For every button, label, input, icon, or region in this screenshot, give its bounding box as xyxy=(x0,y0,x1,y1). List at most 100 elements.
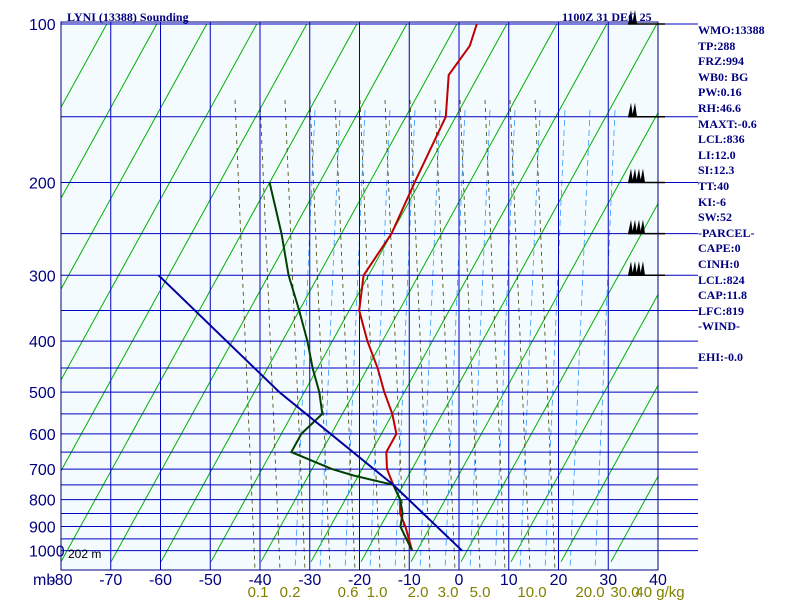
isotherm-line xyxy=(460,202,658,563)
temperature-tick-label: -10 xyxy=(398,572,421,589)
wind-barb xyxy=(628,219,665,235)
isotherm-line xyxy=(510,293,658,563)
moist-adiabat-line xyxy=(594,109,616,570)
moist-adiabat-line xyxy=(294,109,316,570)
temperature-tick-label: 20 xyxy=(550,572,568,589)
isotherm-line xyxy=(0,24,7,562)
parcel-curve xyxy=(157,274,463,552)
isotherm-line xyxy=(61,23,308,472)
isotherm-line xyxy=(560,384,658,563)
index-line: SI:12.3 xyxy=(698,163,735,178)
mixing-ratio-label: 5.0 xyxy=(470,584,491,600)
pressure-tick-label: 900 xyxy=(29,520,56,537)
moist-adiabat-line xyxy=(344,109,366,570)
pressure-tick-label: 700 xyxy=(29,462,56,479)
dry-adiabat-line xyxy=(409,99,431,570)
mixing-ratio-label: 1.0 xyxy=(367,584,388,600)
mixing-ratio-label: 0.6 xyxy=(338,584,359,600)
dewpoint-curve xyxy=(268,182,413,552)
moist-adiabat-line xyxy=(519,109,541,570)
moist-adiabat-line xyxy=(419,109,441,570)
moist-adiabat-line xyxy=(494,109,516,570)
isotherm-line xyxy=(61,23,258,382)
index-line: FRZ:994 xyxy=(698,54,744,69)
temperature-tick-label: -70 xyxy=(99,572,122,589)
dry-adiabat-line xyxy=(484,99,506,570)
pressure-tick-label: 500 xyxy=(29,385,56,402)
moist-adiabat-line xyxy=(544,109,566,570)
index-line: TP:288 xyxy=(698,38,736,53)
index-line: LI:12.0 xyxy=(698,147,736,162)
temperature-tick-label: -80 xyxy=(49,572,72,589)
wind-barb xyxy=(628,261,665,277)
wind-barb xyxy=(628,102,665,118)
plot-frame xyxy=(60,21,659,571)
dry-adiabat-line xyxy=(309,99,331,570)
vertical-grid-lines xyxy=(110,22,609,570)
pressure-tick-label: 200 xyxy=(29,176,56,193)
wind-barb xyxy=(628,10,665,25)
index-line: LCL:824 xyxy=(698,272,745,287)
mixing-ratio-label: 3.0 xyxy=(438,584,459,600)
index-line: CAP:11.8 xyxy=(698,288,747,303)
temperature-tick-label: 40 xyxy=(649,572,667,589)
isotherm-line xyxy=(0,24,57,562)
mixing-ratio-label: 40 g/kg xyxy=(635,584,684,600)
dry-adiabat-line xyxy=(284,99,306,570)
index-line: MAXT:-0.6 xyxy=(698,116,757,131)
temperature-tick-label: -40 xyxy=(248,572,271,589)
temperature-axis-labels: -80 -70 -60 -50 -40 -30 -20 -10 0 10 20 30 40 xyxy=(49,572,667,589)
sounding-curves xyxy=(157,23,478,552)
index-line: WMO:13388 xyxy=(698,23,765,37)
mixing-ratio-label: 0.2 xyxy=(280,584,301,600)
moist-adiabat-line xyxy=(469,109,491,570)
pressure-axis-labels: 100 200 300 400 500 600 700 800 900 1000 mb xyxy=(29,17,65,589)
isotherm-line xyxy=(61,23,208,291)
index-line: CINH:0 xyxy=(698,256,740,271)
mixing-ratio-label: 20.0 xyxy=(575,584,604,600)
pressure-tick-label: 800 xyxy=(29,493,56,510)
mixing-ratio-labels: 0.1 0.2 0.6 1.0 2.0 3.0 5.0 10.0 20.0 30.040 g/kg xyxy=(248,584,685,600)
pressure-tick-label: 600 xyxy=(29,427,56,444)
mixing-ratio-label: 2.0 xyxy=(408,584,429,600)
index-line: KI:-6 xyxy=(698,194,726,209)
pressure-unit-label: mb xyxy=(33,572,55,589)
indices-panel: WMO:13388 TP:288 FRZ:994 WB0: BG PW:0.16 RH:4… xyxy=(698,23,798,366)
isotherm-line xyxy=(61,23,158,200)
dry-adiabat-line xyxy=(334,99,356,570)
index-line: SW:52 xyxy=(698,210,733,225)
temperature-tick-label: 10 xyxy=(500,572,518,589)
index-line: EHI:-0.0 xyxy=(698,350,743,365)
temperature-tick-label: -60 xyxy=(149,572,172,589)
index-line: -WIND- xyxy=(698,319,740,334)
index-line xyxy=(698,335,798,351)
dry-adiabat-line xyxy=(459,99,481,570)
pressure-tick-label: 1000 xyxy=(29,544,65,561)
moist-adiabat-line xyxy=(569,109,591,570)
index-line: CAPE:0 xyxy=(698,241,741,256)
dry-adiabat-line xyxy=(234,99,256,570)
isobar-lines xyxy=(61,23,698,552)
index-line: RH:46.6 xyxy=(698,100,741,115)
pressure-tick-label: 100 xyxy=(29,17,56,34)
index-line: PW:0.16 xyxy=(698,85,742,100)
dry-adiabat-line xyxy=(434,99,456,570)
temperature-tick-label: -50 xyxy=(199,572,222,589)
dry-adiabat-line xyxy=(509,99,531,570)
temperature-tick-label: -30 xyxy=(298,572,321,589)
moist-adiabat-line xyxy=(444,109,466,570)
moist-adiabat-line xyxy=(319,109,341,570)
wind-profile xyxy=(628,10,665,277)
wind-barb xyxy=(628,168,665,184)
index-line: TT:40 xyxy=(698,178,730,193)
moist-adiabat-line xyxy=(369,109,391,570)
valid-time: 1100Z 31 DEC 25 xyxy=(562,10,652,24)
dry-adiabat-line xyxy=(359,99,381,570)
mixing-ratio-label: 0.1 xyxy=(248,584,269,600)
dry-adiabat-line xyxy=(259,99,281,570)
station-title: LYNI (13388) Sounding xyxy=(67,10,189,24)
pressure-tick-label: 300 xyxy=(29,268,56,285)
temperature-tick-label: -20 xyxy=(348,572,371,589)
